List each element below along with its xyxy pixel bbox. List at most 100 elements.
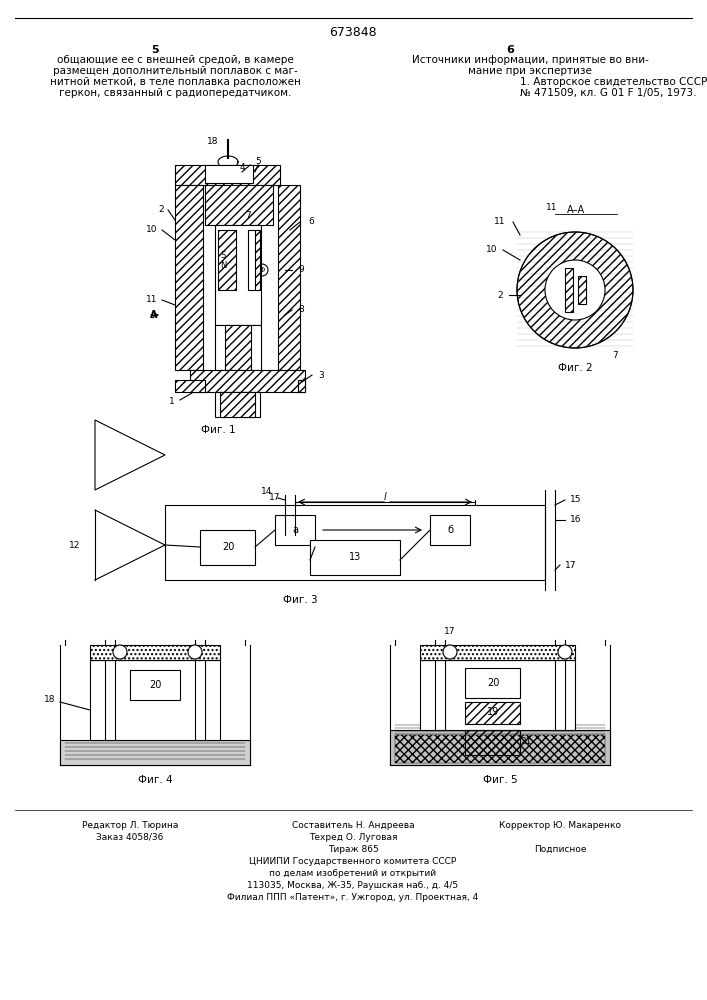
Bar [420, 660, 575, 730]
Text: A: A [149, 310, 157, 320]
Bar [218, 230, 236, 290]
Bar [90, 660, 220, 740]
Text: мание при экспертизе: мание при экспертизе [468, 66, 592, 76]
Text: 18: 18 [206, 137, 218, 146]
Text: Фиг. 3: Фиг. 3 [283, 595, 317, 605]
Text: 11: 11 [493, 218, 505, 227]
Bar [215, 392, 260, 417]
Text: 20: 20 [222, 542, 234, 552]
Bar [190, 370, 305, 392]
Text: 6: 6 [506, 45, 514, 55]
Text: Фиг. 2: Фиг. 2 [558, 363, 592, 373]
Text: 5: 5 [255, 157, 261, 166]
Bar [310, 540, 400, 575]
Text: 11: 11 [546, 204, 557, 213]
Bar [225, 325, 251, 370]
Text: S: S [221, 250, 226, 259]
Text: размещен дополнительный поплавок с маг-: размещен дополнительный поплавок с маг- [52, 66, 298, 76]
Bar [278, 185, 300, 370]
Text: 19: 19 [487, 707, 499, 717]
Text: 6: 6 [308, 218, 314, 227]
Text: 113035, Москва, Ж-35, Раушская наб., д. 4/5: 113035, Москва, Ж-35, Раушская наб., д. … [247, 882, 459, 890]
Text: геркон, связанный с радиопередатчиком.: геркон, связанный с радиопередатчиком. [59, 88, 291, 98]
Text: 4: 4 [239, 163, 245, 172]
Text: № 471509, кл. G 01 F 1/05, 1973.: № 471509, кл. G 01 F 1/05, 1973. [520, 88, 696, 98]
Bar [565, 268, 573, 312]
Text: 1. Авторское свидетельство СССР: 1. Авторское свидетельство СССР [520, 77, 707, 87]
Text: 9: 9 [298, 265, 304, 274]
Text: Составитель Н. Андреева: Составитель Н. Андреева [292, 820, 414, 830]
Circle shape [113, 645, 127, 659]
Bar [60, 740, 250, 765]
Bar [205, 165, 253, 183]
Bar [220, 392, 255, 417]
Text: Источники информации, принятые во вни-: Источники информации, принятые во вни- [411, 55, 648, 65]
Bar [275, 515, 315, 545]
Bar [395, 735, 605, 763]
Bar [255, 230, 260, 290]
Text: 16: 16 [570, 516, 581, 524]
Bar [298, 380, 305, 392]
Text: 17: 17 [269, 493, 280, 502]
Text: 5: 5 [151, 45, 159, 55]
Text: 20: 20 [148, 680, 161, 690]
Bar [175, 380, 205, 392]
Text: Фиг. 4: Фиг. 4 [138, 775, 173, 785]
Text: 17: 17 [565, 560, 576, 570]
Text: 12: 12 [69, 540, 80, 550]
Text: общающие ее с внешней средой, в камере: общающие ее с внешней средой, в камере [57, 55, 293, 65]
Text: Тираж 865: Тираж 865 [327, 844, 378, 854]
Bar [175, 165, 280, 185]
Text: Редактор Л. Тюрина: Редактор Л. Тюрина [82, 820, 178, 830]
Text: б: б [447, 525, 453, 535]
Text: Фиг. 5: Фиг. 5 [483, 775, 518, 785]
Bar [90, 645, 220, 660]
Text: Корректор Ю. Макаренко: Корректор Ю. Макаренко [499, 820, 621, 830]
Text: 21: 21 [520, 738, 532, 746]
Text: 3: 3 [318, 370, 324, 379]
Text: 673848: 673848 [329, 25, 377, 38]
Text: 2: 2 [158, 206, 164, 215]
Bar [390, 730, 610, 765]
Circle shape [558, 645, 572, 659]
Text: Фиг. 1: Фиг. 1 [201, 425, 235, 435]
Bar [130, 670, 180, 700]
Text: 10: 10 [486, 245, 497, 254]
Text: 2: 2 [498, 290, 503, 300]
Bar [465, 730, 520, 755]
Bar [578, 276, 586, 304]
Text: 18: 18 [44, 696, 55, 704]
Text: 20: 20 [487, 678, 499, 688]
Text: 14: 14 [261, 488, 272, 496]
Text: 7: 7 [245, 211, 251, 220]
Bar [465, 702, 520, 724]
Bar [430, 515, 470, 545]
Text: Подписное: Подписное [534, 844, 586, 854]
Text: 8: 8 [298, 306, 304, 314]
Text: a: a [292, 525, 298, 535]
Text: Филиал ППП «Патент», г. Ужгород, ул. Проектная, 4: Филиал ППП «Патент», г. Ужгород, ул. Про… [228, 894, 479, 902]
Text: 7: 7 [612, 351, 618, 360]
Text: нитной меткой, в теле поплавка расположен: нитной меткой, в теле поплавка расположе… [49, 77, 300, 87]
Text: 13: 13 [349, 552, 361, 562]
Bar [465, 668, 520, 698]
Bar [215, 225, 261, 325]
Circle shape [545, 260, 605, 320]
Bar [175, 185, 203, 370]
Text: 10: 10 [146, 226, 157, 234]
Text: А–А: А–А [567, 205, 585, 215]
Circle shape [188, 645, 202, 659]
Text: l: l [384, 492, 386, 502]
Text: Φ: Φ [259, 267, 264, 273]
Bar [165, 505, 545, 580]
Text: Заказ 4058/36: Заказ 4058/36 [96, 832, 164, 842]
Bar [215, 325, 261, 370]
Text: ЦНИИПИ Государственного комитета СССР: ЦНИИПИ Государственного комитета СССР [250, 857, 457, 866]
Bar [200, 530, 255, 565]
Text: 1: 1 [169, 397, 175, 406]
Bar [248, 230, 258, 290]
Text: по делам изобретений и открытий: по делам изобретений и открытий [269, 869, 436, 879]
Bar [420, 645, 575, 660]
Text: N: N [220, 260, 226, 269]
Circle shape [443, 645, 457, 659]
